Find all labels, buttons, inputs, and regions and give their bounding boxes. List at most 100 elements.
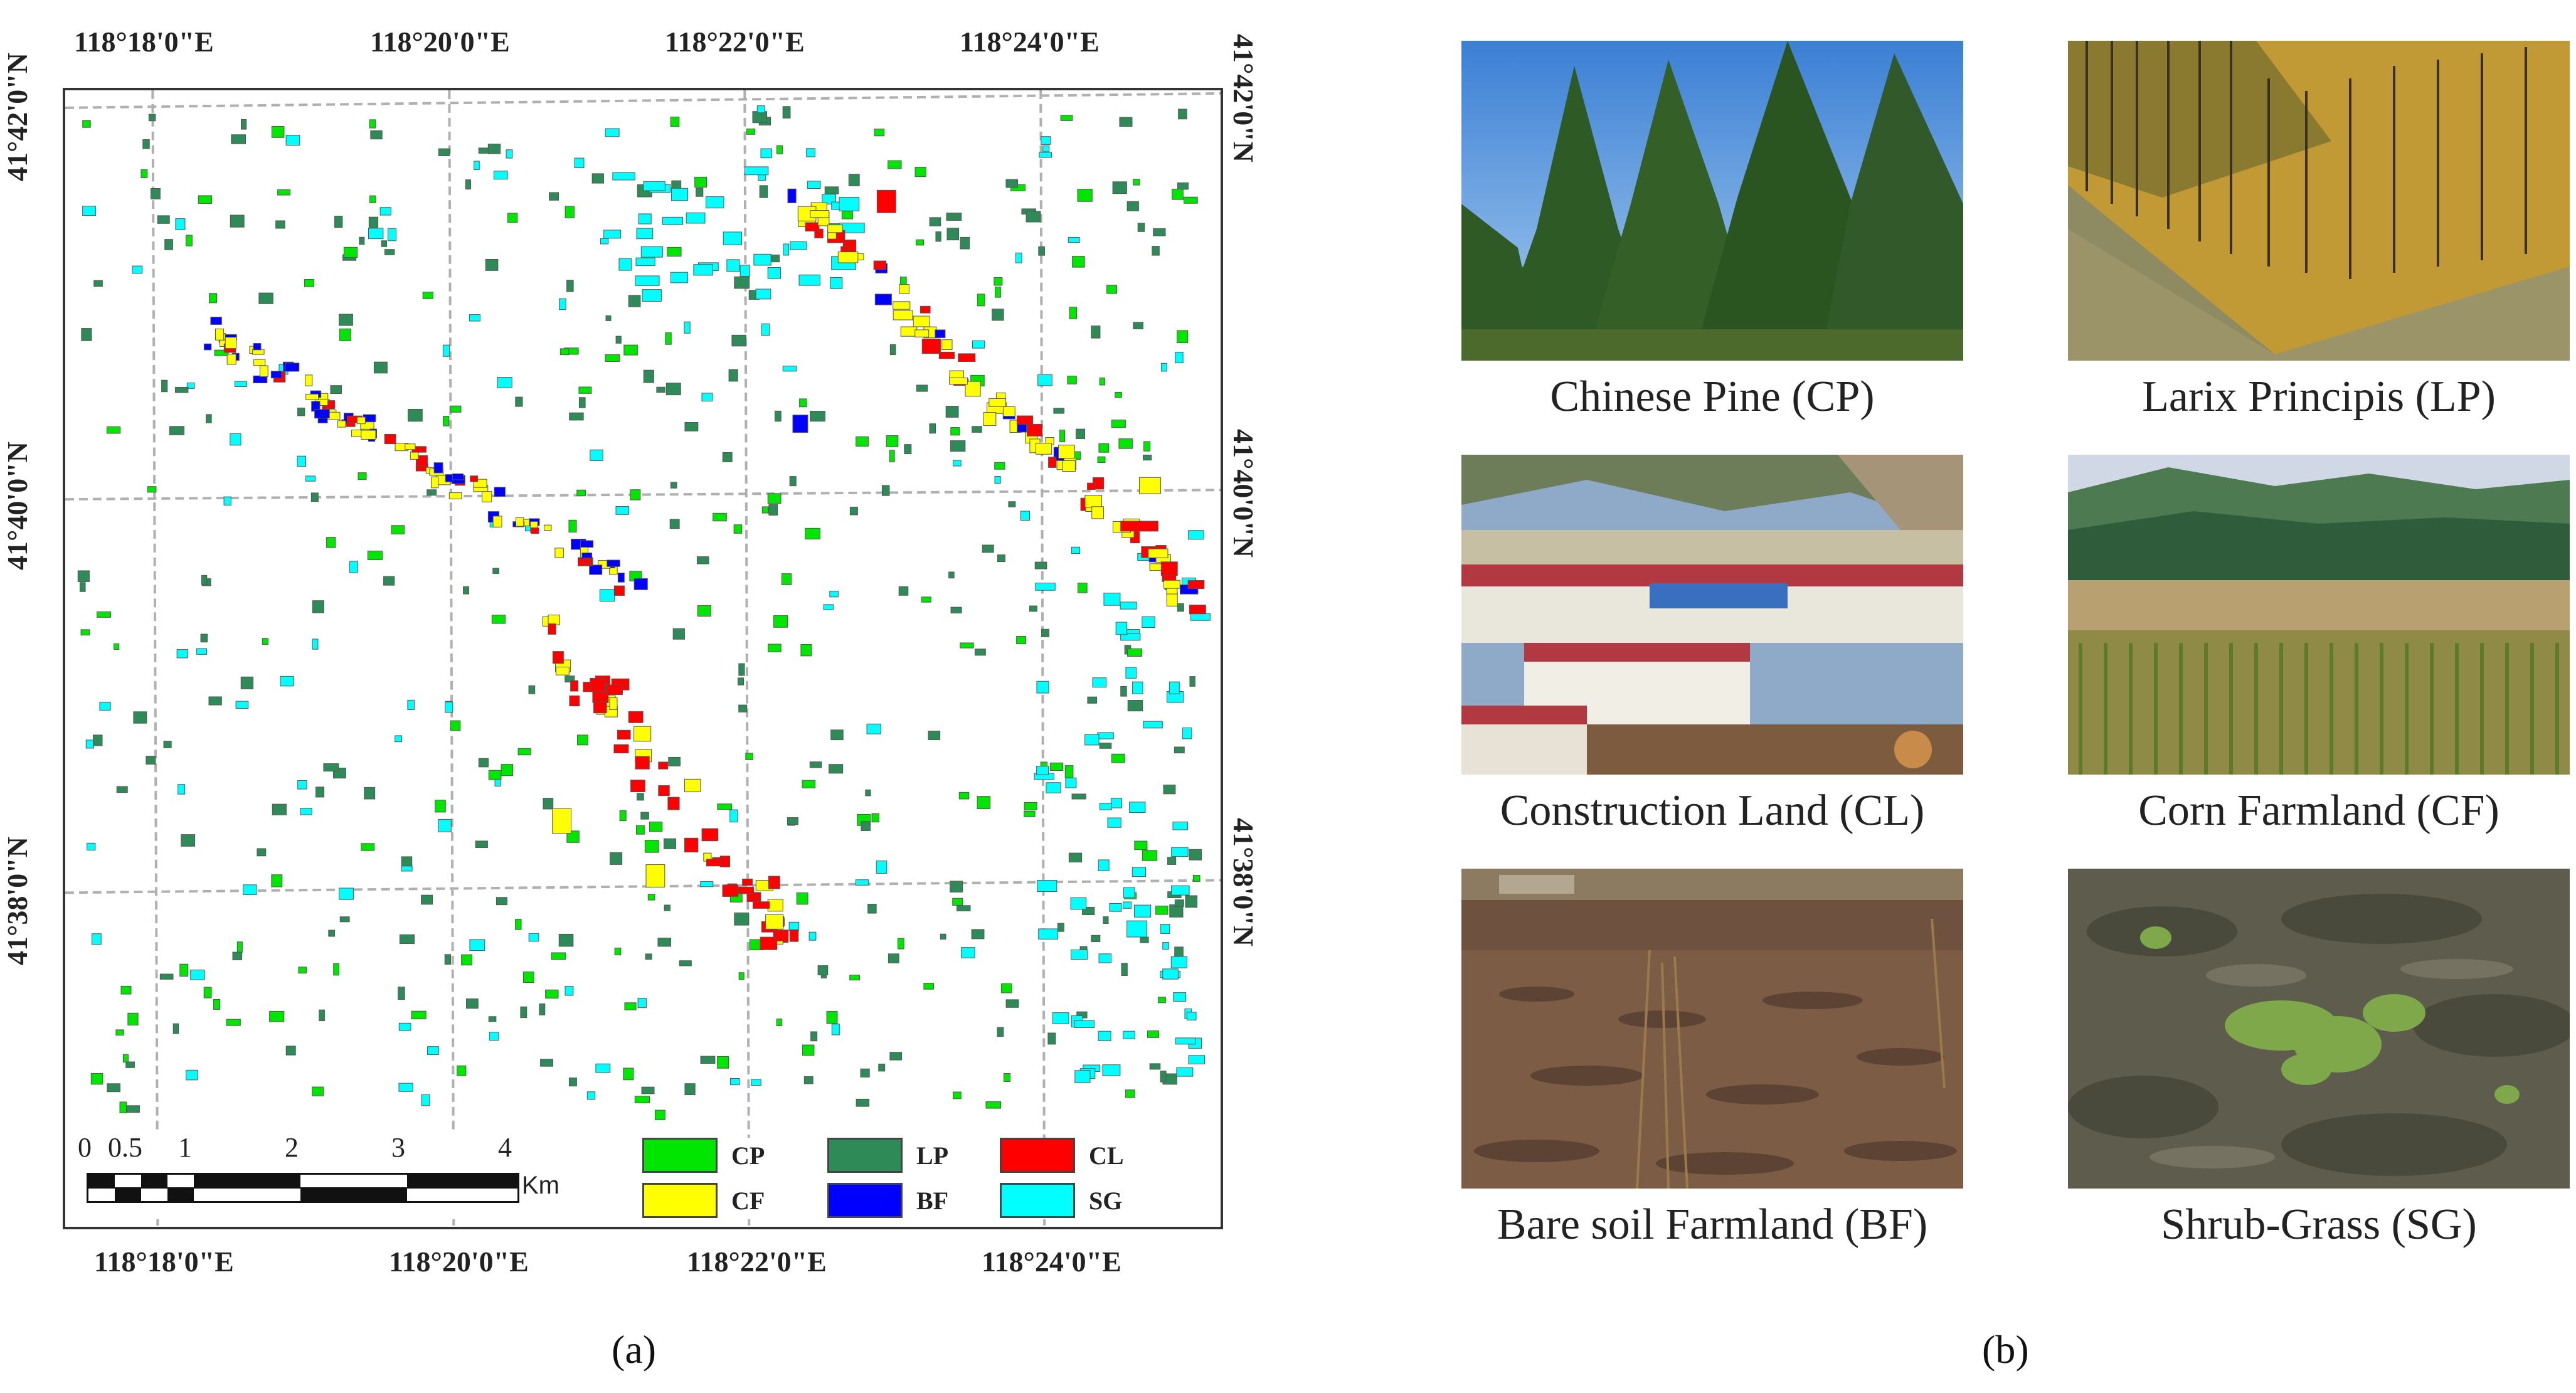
patch-cp xyxy=(564,206,575,218)
patch-cp xyxy=(874,129,885,137)
patch-lp xyxy=(381,240,388,247)
patch-lp xyxy=(275,220,285,229)
patch-cp xyxy=(802,780,816,788)
caption-corn-farmland: Corn Farmland (CF) xyxy=(2138,787,2499,835)
patch-cp xyxy=(717,1056,729,1069)
patch-cp xyxy=(203,987,212,998)
legend-label-bf: BF xyxy=(916,1186,949,1215)
patch-cp xyxy=(114,643,120,650)
patch-cl xyxy=(569,695,580,707)
patch-sg xyxy=(1174,351,1184,364)
patch-cp xyxy=(649,821,663,832)
patch-sg xyxy=(1162,968,1179,980)
patch-cp xyxy=(952,898,963,906)
patch-lp xyxy=(856,1098,870,1107)
patch-cp xyxy=(312,1086,324,1096)
patch-cp xyxy=(1059,430,1066,443)
left-coord-2: 41°40'0"N xyxy=(1,442,33,570)
patch-cf xyxy=(356,416,366,425)
patch-cp xyxy=(826,1011,838,1024)
patch-lp xyxy=(1127,700,1143,712)
patch-sg xyxy=(790,241,807,250)
patch-cp xyxy=(1192,875,1201,882)
patch-lp xyxy=(339,916,350,923)
patch-cp xyxy=(488,770,502,780)
patch-sg xyxy=(442,344,450,357)
patch-sg xyxy=(643,181,665,191)
patch-cl xyxy=(701,828,719,842)
patch-lp xyxy=(605,315,612,321)
patch-lp xyxy=(810,1031,818,1042)
patch-lp xyxy=(759,185,768,198)
patch-lp xyxy=(888,953,899,963)
top-coord-2: 118°20'0"E xyxy=(370,26,510,58)
patch-sg xyxy=(586,1091,596,1100)
patch-cp xyxy=(213,998,221,1010)
patch-sg xyxy=(1099,802,1112,810)
patch-sg xyxy=(839,197,860,211)
patch-cp xyxy=(1067,376,1077,384)
patch-cp xyxy=(697,605,711,617)
photo-corn-farmland-image xyxy=(2068,455,2570,775)
patch-cp xyxy=(1024,810,1036,817)
patch-lp xyxy=(696,556,709,564)
photo-card-cf: Corn Farmland (CF) xyxy=(2068,455,2570,836)
patch-sg xyxy=(186,1069,198,1081)
patch-sg xyxy=(671,188,689,201)
patch-cp xyxy=(799,398,807,408)
patch-sg xyxy=(235,701,249,709)
legend-swatch-bf xyxy=(827,1183,903,1218)
patch-sg xyxy=(744,166,769,176)
patch-lp xyxy=(1140,936,1149,943)
patch-lp xyxy=(997,554,1005,563)
patch-sg xyxy=(1052,1012,1069,1024)
patch-lp xyxy=(1112,181,1127,194)
patch-sg xyxy=(280,675,294,687)
patch-cf xyxy=(430,476,439,489)
patch-sg xyxy=(1098,859,1110,872)
patch-lp xyxy=(125,1061,135,1068)
patch-cf xyxy=(554,548,564,558)
photo-card-lp: Larix Principis (LP) xyxy=(2068,41,2570,422)
patch-sg xyxy=(401,866,413,872)
patch-cp xyxy=(1106,285,1118,294)
patch-lp xyxy=(181,834,196,847)
patch-lp xyxy=(569,412,584,421)
patch-cp xyxy=(800,644,812,657)
sample-map-canvas xyxy=(65,90,1221,1227)
legend-swatch-cp xyxy=(642,1138,718,1173)
patch-lp xyxy=(240,676,254,689)
patch-lp xyxy=(161,379,168,393)
patch-cf xyxy=(989,398,1007,407)
left-coord-1: 41°42'0"N xyxy=(1,53,33,181)
patch-lp xyxy=(206,414,212,423)
patch-lp xyxy=(787,817,798,825)
patch-sg xyxy=(387,228,397,241)
patch-sg xyxy=(1188,1055,1206,1064)
patch-lp xyxy=(558,933,574,947)
patch-sg xyxy=(822,194,837,204)
bottom-coord-1: 118°18'0"E xyxy=(94,1246,234,1278)
patch-cl xyxy=(760,936,778,950)
left-coord-3: 41°38'0"N xyxy=(1,837,33,965)
legend-swatch-lp xyxy=(827,1138,903,1173)
patch-lp xyxy=(824,186,839,194)
patch-cp xyxy=(1003,1073,1011,1083)
patch-lp xyxy=(1091,935,1101,942)
patch-lp xyxy=(997,1027,1004,1037)
patch-sg xyxy=(421,1094,430,1106)
patch-sg xyxy=(1172,822,1188,830)
patch-cp xyxy=(367,550,383,561)
patch-sg xyxy=(1143,721,1163,729)
patch-lp xyxy=(370,130,383,140)
bottom-coord-3: 118°22'0"E xyxy=(687,1246,827,1278)
patch-cp xyxy=(796,892,808,905)
patch-lp xyxy=(1103,916,1109,924)
patch-cp xyxy=(358,472,367,480)
patch-sg xyxy=(1182,727,1192,739)
patch-sg xyxy=(782,366,797,372)
patch-lp xyxy=(669,519,680,529)
patch-bf xyxy=(607,559,620,567)
patch-cp xyxy=(667,246,682,257)
patch-sg xyxy=(92,933,102,945)
